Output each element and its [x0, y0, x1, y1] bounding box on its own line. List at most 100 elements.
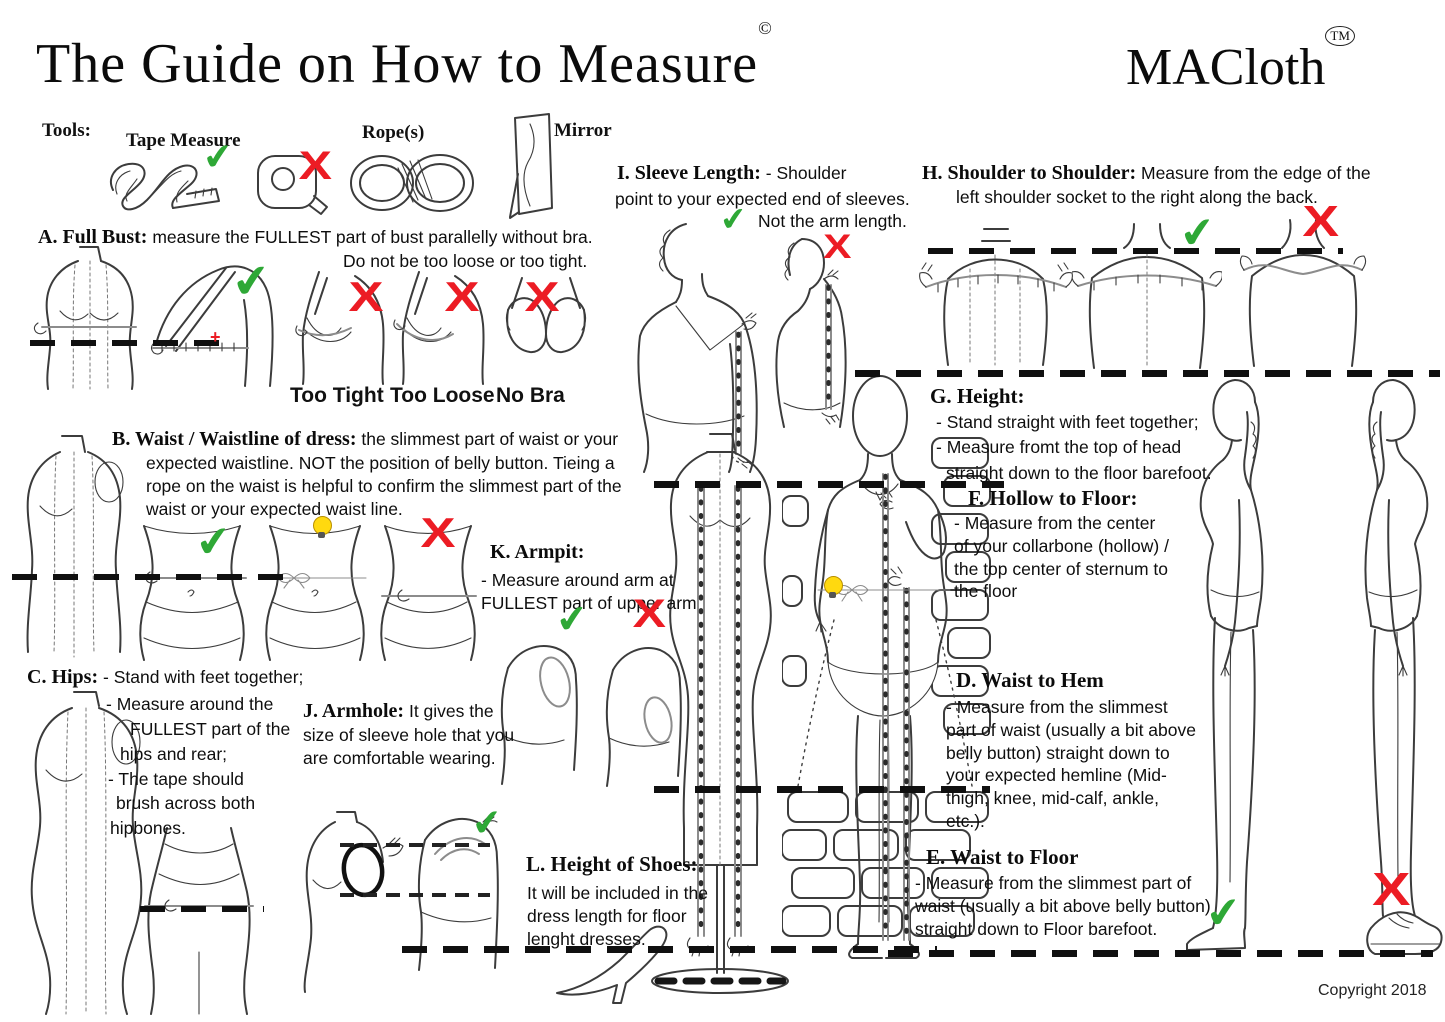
- hips-figure-illustration: [144, 827, 254, 1015]
- check-icon: ✔: [229, 252, 274, 310]
- section-g-title: G. Height:: [930, 384, 1025, 408]
- hip-dashed-line: [140, 906, 264, 912]
- waist-rope-illustration: [263, 525, 367, 661]
- section-i-text2: point to your expected end of sleeves.: [615, 189, 910, 209]
- section-a-text: A. Full Bust: measure the FULLEST part o…: [38, 224, 593, 250]
- section-c-line: hipbones.: [110, 818, 186, 839]
- section-i-title: I. Sleeve Length:: [617, 162, 761, 184]
- section-l-body: It will be included in the dress length …: [527, 883, 708, 949]
- rope-illustration: [350, 154, 474, 212]
- side-woman-sneaker-illustration: [1364, 379, 1443, 955]
- too-loose-figure-illustration: [393, 271, 485, 385]
- section-c-line: FULLEST part of the: [130, 718, 291, 739]
- section-f-body: - Measure from the center of your collar…: [954, 513, 1169, 602]
- section-b-title: B. Waist / Waistline of dress:: [112, 428, 357, 450]
- cross-icon: X: [420, 509, 456, 556]
- section-i-note: Not the arm length.: [758, 211, 907, 231]
- brand-logo: MAClothTM: [1126, 26, 1355, 97]
- section-f-title: F. Hollow to Floor:: [968, 486, 1138, 510]
- lightbulb-icon: [313, 516, 332, 538]
- section-c-line: hips and rear;: [120, 743, 228, 764]
- shoulder-back-wrong-illustration: [1239, 219, 1367, 367]
- waist-wrong-illustration: [380, 525, 477, 661]
- tape-measure-label: Tape Measure: [126, 130, 241, 151]
- floor-dashed-line-right: [888, 950, 1433, 957]
- shoulder-back-correct-illustration: [1072, 223, 1222, 369]
- section-e-title: E. Waist to Floor: [926, 845, 1079, 869]
- section-c-lines: - Measure around the FULLEST part of the…: [100, 692, 290, 841]
- section-h-text: H. Shoulder to Shoulder: Measure from th…: [922, 160, 1388, 209]
- armhole-figures-illustration: [303, 811, 499, 993]
- section-e-body: - Measure from the slimmest part of wais…: [915, 873, 1211, 939]
- bra-illustration: [505, 277, 587, 354]
- section-j-body: It gives the size of sleeve hole that yo…: [303, 701, 515, 768]
- cross-icon: X: [524, 273, 560, 320]
- shoulder-dashed-line: [928, 248, 1343, 254]
- label-no-bra: No Bra: [496, 384, 565, 407]
- section-c-line: - The tape should: [108, 768, 244, 789]
- section-k-line1: - Measure around arm at: [481, 570, 674, 590]
- section-c-intro: - Stand with feet together;: [103, 667, 304, 687]
- armhole-dashed-line-top: [340, 843, 490, 847]
- cross-icon: X: [823, 228, 852, 266]
- tape-end-mark: +: [210, 327, 221, 347]
- metal-tape-measure-illustration: [257, 155, 328, 215]
- section-i-text: I. Sleeve Length: - Shoulder: [617, 160, 847, 186]
- section-d-title: D. Waist to Hem: [956, 668, 1104, 692]
- too-tight-figure-illustration: [295, 271, 385, 385]
- section-b-body: the slimmest part of waist or your expec…: [146, 429, 622, 519]
- rope-label: Rope(s): [362, 122, 425, 143]
- mirror-label: Mirror: [554, 120, 612, 141]
- floor-dashed-line-center: [402, 946, 937, 953]
- check-icon: ✔: [1177, 206, 1218, 259]
- bust-correct-figure-illustration: [150, 265, 274, 387]
- section-g-line: - Measure fromt the top of head: [936, 437, 1182, 458]
- section-j-title: J. Armhole:: [303, 700, 405, 722]
- mirror-illustration: [509, 113, 553, 219]
- section-g-line: - Stand straight with feet together;: [936, 412, 1199, 432]
- tools-label: Tools:: [42, 120, 91, 141]
- section-b-text: B. Waist / Waistline of dress: the slimm…: [112, 426, 654, 520]
- section-g-line: straight down to the floor barefoot.: [946, 462, 1212, 483]
- page-title: The Guide on How to Measure©: [36, 18, 773, 96]
- copyright-text: Copyright 2018: [1318, 982, 1427, 999]
- page-title-text: The Guide on How to Measure: [36, 33, 759, 95]
- waist-dashed-line: [12, 574, 296, 580]
- cross-icon: X: [1302, 197, 1340, 246]
- section-c-title: C. Hips:: [27, 666, 99, 688]
- section-c-text: C. Hips: - Stand with feet together;: [27, 664, 303, 690]
- cross-icon: X: [632, 592, 667, 636]
- copyright-symbol: ©: [758, 18, 773, 38]
- section-l-title: L. Height of Shoes:: [526, 852, 698, 876]
- check-icon: ✔: [553, 595, 591, 643]
- head-level-dashed-line: [855, 370, 1440, 377]
- label-too-tight: Too Tight: [290, 384, 384, 407]
- cross-icon: X: [1372, 863, 1411, 915]
- section-a-body: measure the FULLEST part of bust paralle…: [152, 227, 593, 247]
- section-h-title: H. Shoulder to Shoulder:: [922, 162, 1137, 184]
- section-j-text: J. Armhole: It gives the size of sleeve …: [303, 698, 515, 770]
- center-woman-illustration: [797, 375, 973, 959]
- lightbulb-icon: [824, 576, 843, 598]
- brick-wall-illustration: [782, 437, 991, 937]
- section-h-body: Measure from the edge of the left should…: [956, 163, 1371, 207]
- armpit-figures-illustration: [500, 645, 682, 787]
- cross-icon: X: [348, 273, 384, 320]
- brand-name: MACloth: [1126, 39, 1326, 96]
- sleeve-wrong-figure-illustration: [775, 238, 847, 428]
- check-icon: ✔: [469, 801, 505, 846]
- waist-dress-form-illustration: [26, 435, 124, 658]
- trademark-symbol: TM: [1325, 26, 1355, 46]
- shoulder-level-dashed-line: [654, 481, 1004, 488]
- section-k-line2: FULLEST part of upper arm: [481, 593, 697, 613]
- section-i-body: - Shoulder: [765, 163, 847, 183]
- center-mannequin-illustration: [651, 433, 789, 994]
- section-a-text2: Do not be too loose or too tight.: [343, 251, 588, 271]
- check-icon: ✔: [718, 198, 749, 240]
- check-icon: ✔: [193, 515, 234, 568]
- bust-dashed-line: [30, 340, 226, 346]
- shoulder-back-form-illustration: [919, 228, 1073, 366]
- soft-tape-measure-illustration: [110, 162, 220, 211]
- check-icon: ✔: [200, 135, 236, 180]
